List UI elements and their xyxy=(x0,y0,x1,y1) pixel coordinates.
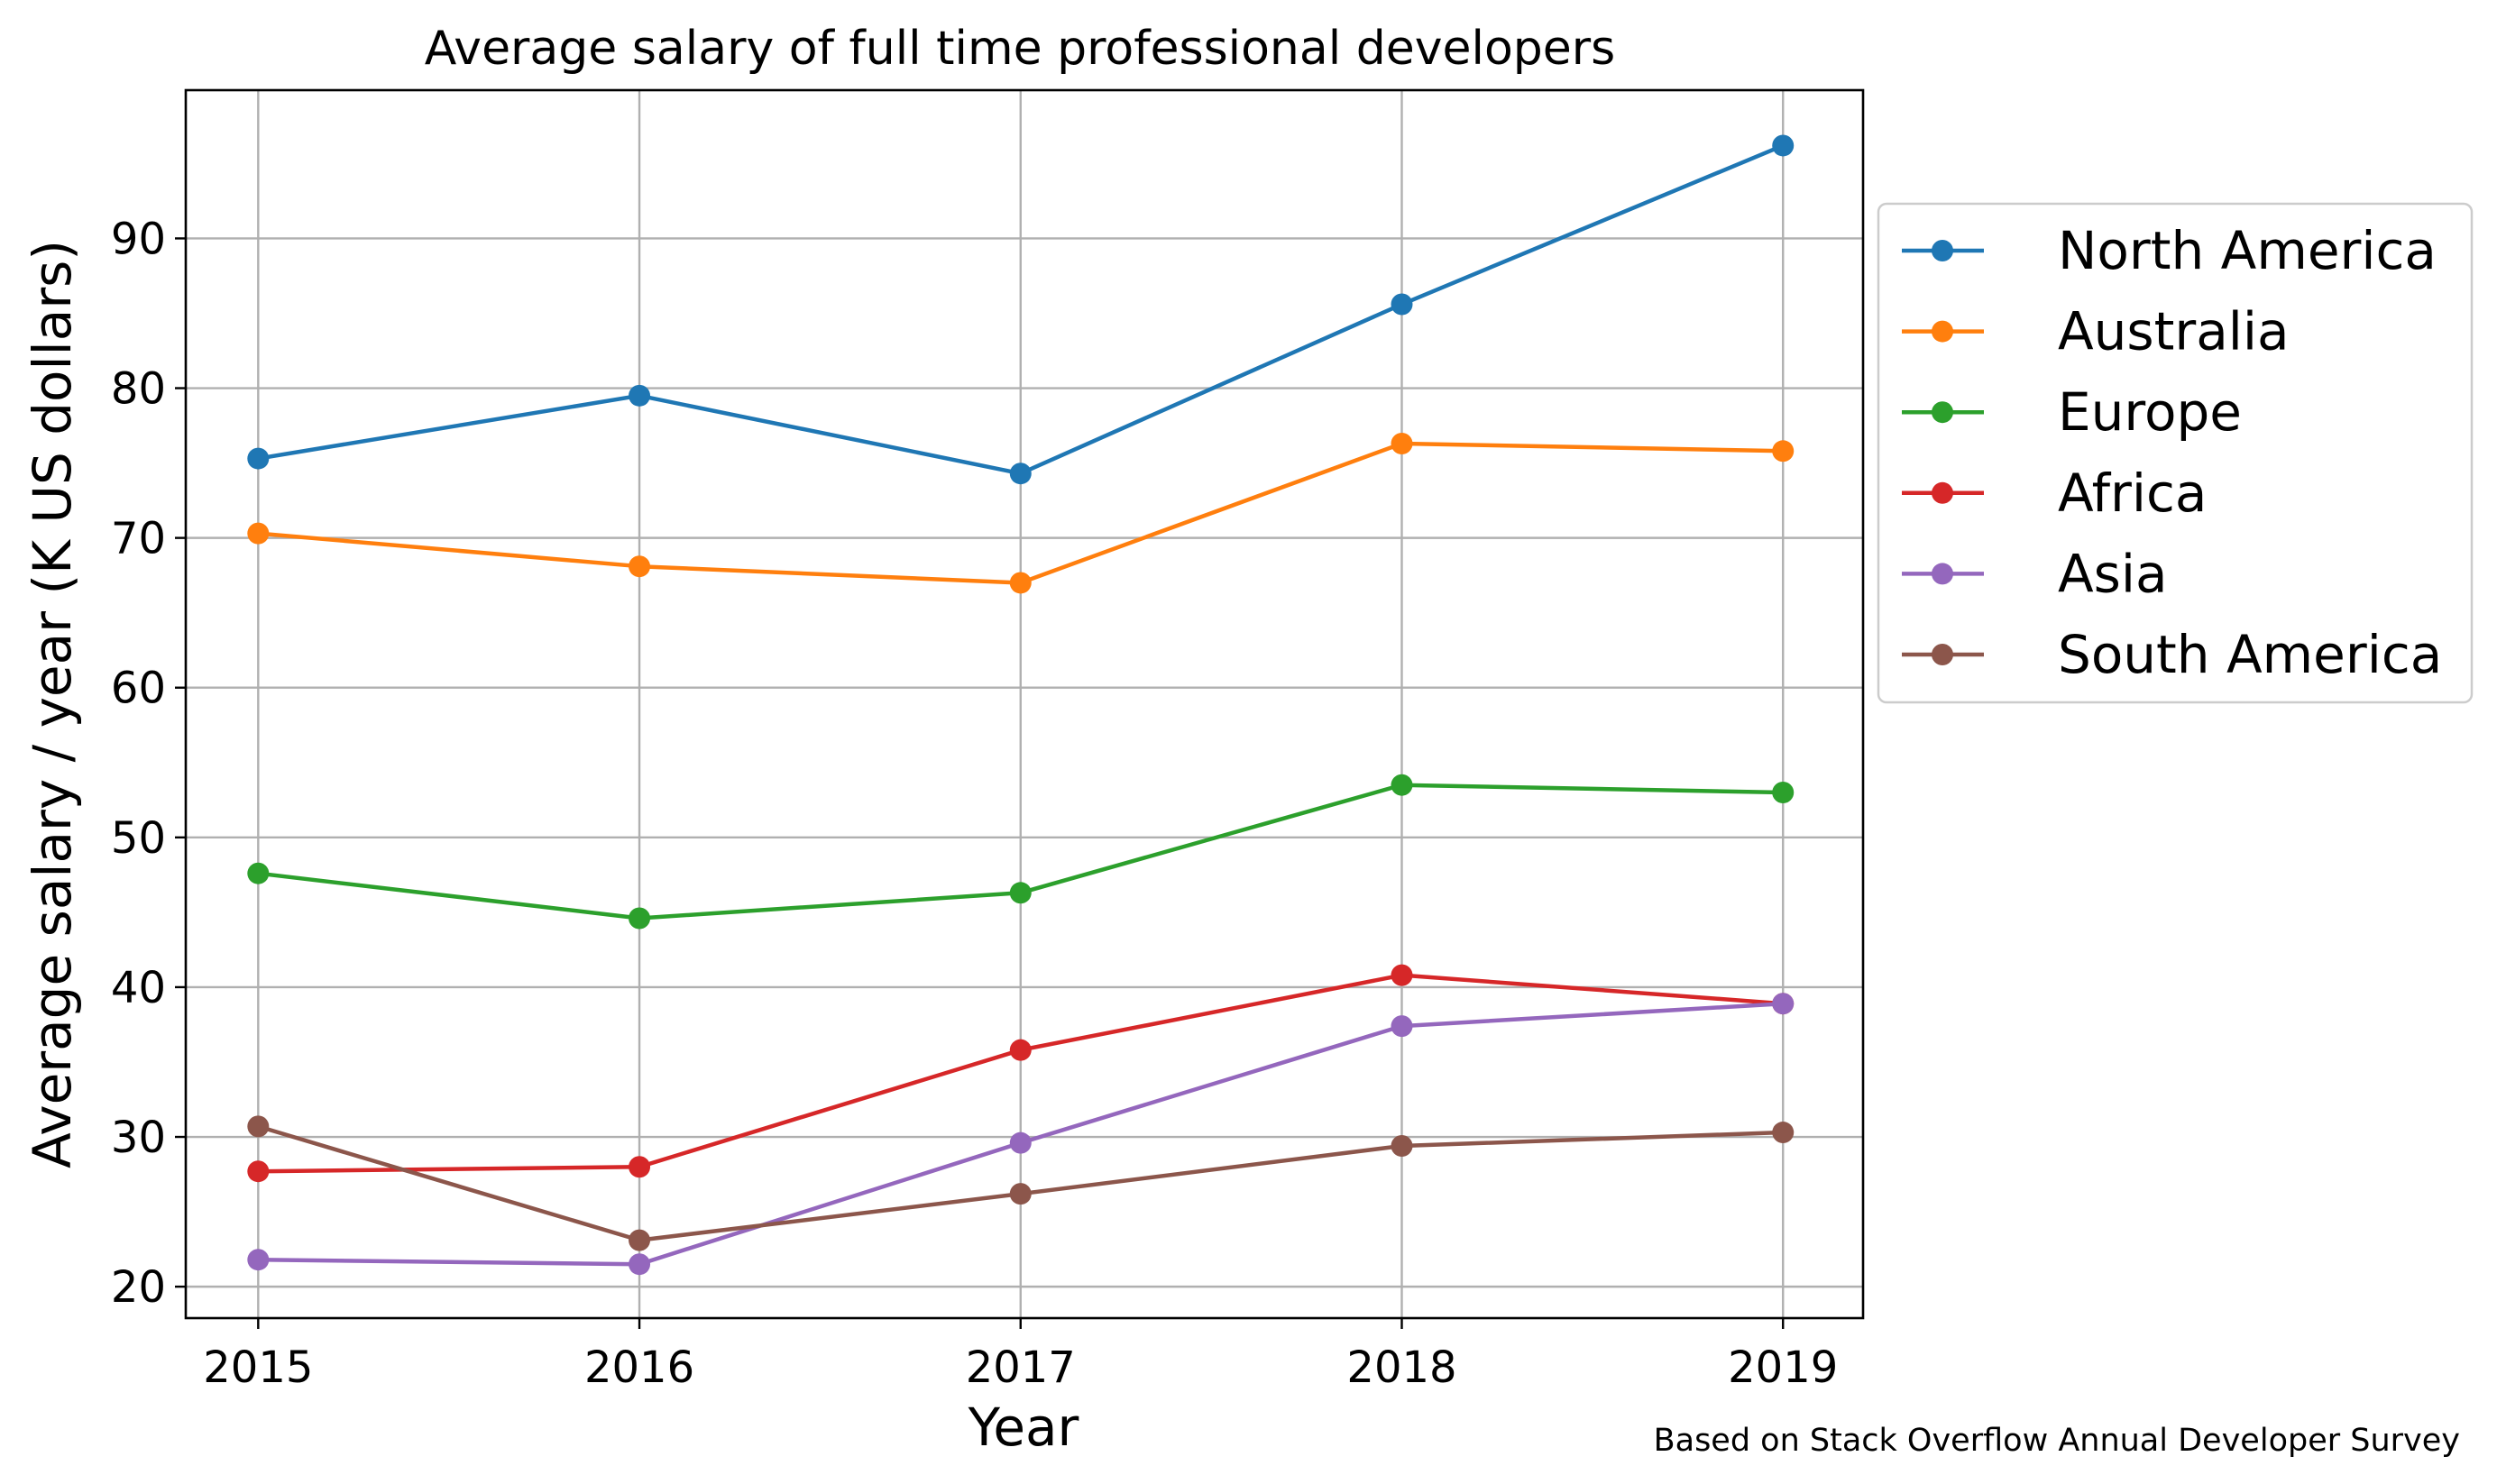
data-point-north-america xyxy=(1009,463,1032,485)
legend-marker-south-america xyxy=(1932,644,1953,665)
gridlines xyxy=(186,90,1863,1318)
y-tick-label: 80 xyxy=(111,364,166,415)
data-point-africa xyxy=(1009,1039,1032,1061)
data-point-north-america xyxy=(1772,134,1795,157)
source-annotation: Based on Stack Overflow Annual Developer… xyxy=(1654,1423,2460,1459)
y-axis-label: Average salary / year (K US dollars) xyxy=(22,240,83,1168)
data-point-south-america xyxy=(629,1229,651,1251)
y-tick-label: 40 xyxy=(111,963,166,1013)
legend-label-europe: Europe xyxy=(2058,381,2242,443)
data-point-europe xyxy=(1772,781,1795,803)
data-point-south-america xyxy=(1391,1134,1413,1157)
y-tick-label: 30 xyxy=(111,1113,166,1163)
legend-label-north-america: North America xyxy=(2058,220,2437,281)
legend: North America Australia Europe Africa Asia So… xyxy=(1877,202,2474,704)
x-tick-label: 2018 xyxy=(1346,1342,1456,1393)
legend-marker-asia xyxy=(1932,563,1953,585)
y-tick-label: 90 xyxy=(111,214,166,264)
data-point-europe xyxy=(247,862,270,884)
legend-label-africa: Africa xyxy=(2058,463,2207,524)
data-point-north-america xyxy=(1391,293,1413,316)
data-point-south-america xyxy=(247,1115,270,1138)
data-point-south-america xyxy=(1772,1122,1795,1144)
x-tick-label: 2019 xyxy=(1728,1342,1838,1393)
legend-marker-australia xyxy=(1932,320,1953,343)
data-point-asia xyxy=(1772,993,1795,1015)
y-tick-label: 70 xyxy=(111,514,166,564)
data-point-north-america xyxy=(629,384,651,407)
y-tick-label: 60 xyxy=(111,664,166,714)
plot-frame xyxy=(184,88,1865,1320)
data-point-africa xyxy=(629,1156,651,1178)
data-point-asia xyxy=(1009,1131,1032,1154)
data-point-europe xyxy=(1391,774,1413,796)
chart-title: Average salary of full time professional… xyxy=(425,22,1615,76)
data-point-south-america xyxy=(1009,1183,1032,1205)
data-point-australia xyxy=(629,555,651,578)
data-point-australia xyxy=(247,522,270,545)
data-point-asia xyxy=(1391,1015,1413,1038)
x-axis-label: Year xyxy=(968,1397,1079,1458)
legend-marker-north-america xyxy=(1932,240,1953,261)
data-point-north-america xyxy=(247,447,270,470)
data-point-africa xyxy=(247,1160,270,1183)
data-point-asia xyxy=(247,1249,270,1271)
legend-label-south-america: South America xyxy=(2058,624,2442,685)
x-tick-label: 2017 xyxy=(966,1342,1076,1393)
data-point-australia xyxy=(1391,432,1413,454)
x-tick-label: 2015 xyxy=(203,1342,313,1393)
data-point-europe xyxy=(1009,882,1032,904)
y-tick-label: 50 xyxy=(111,813,166,864)
data-point-australia xyxy=(1009,572,1032,594)
legend-label-australia: Australia xyxy=(2058,301,2290,362)
legend-marker-europe xyxy=(1932,401,1953,424)
x-tick-label: 2016 xyxy=(584,1342,694,1393)
data-point-africa xyxy=(1391,964,1413,986)
axis-ticks: 2015 2016 2017 2018 2019 20 30 40 50 60 70 80 90 xyxy=(111,214,1838,1393)
legend-box xyxy=(1877,202,2474,704)
series-group xyxy=(247,134,1795,1276)
legend-marker-africa xyxy=(1932,481,1953,504)
data-point-asia xyxy=(629,1253,651,1276)
data-point-europe xyxy=(629,907,651,930)
y-tick-label: 20 xyxy=(111,1262,166,1313)
data-point-australia xyxy=(1772,440,1795,463)
legend-label-asia: Asia xyxy=(2058,543,2168,604)
